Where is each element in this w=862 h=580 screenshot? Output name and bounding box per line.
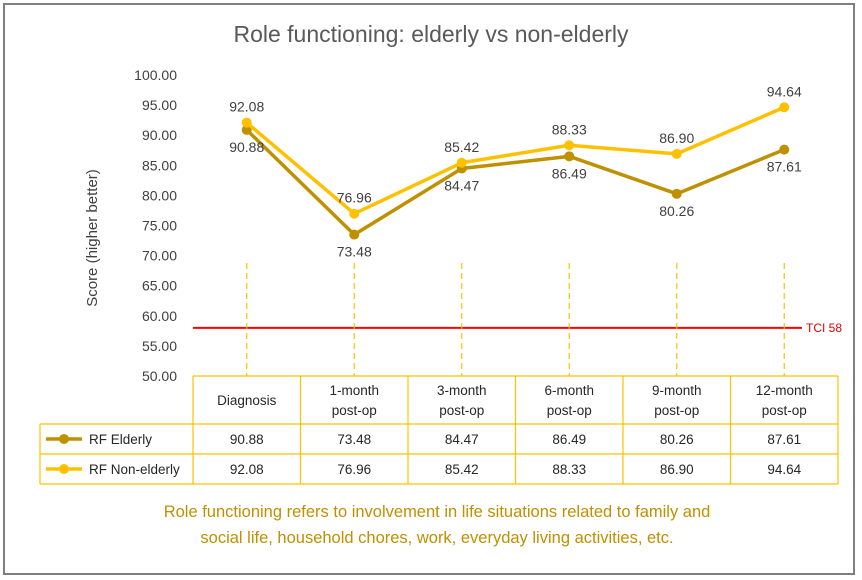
data-point xyxy=(564,140,575,151)
y-tick-label: 60.00 xyxy=(142,308,177,324)
y-tick-label: 85.00 xyxy=(142,157,177,173)
y-tick-label: 70.00 xyxy=(142,248,177,264)
category-label: 3-month xyxy=(437,383,487,398)
legend-label: RF Elderly xyxy=(89,432,152,447)
caption-line-2: social life, household chores, work, eve… xyxy=(200,529,673,547)
table-cell: 84.47 xyxy=(445,432,479,447)
data-labels: 90.88 73.48 84.47 86.49 80.26 87.61 92.08 76.96… xyxy=(229,83,802,259)
table-cell: 86.90 xyxy=(660,462,694,477)
data-point xyxy=(456,157,467,168)
series-line xyxy=(245,105,785,216)
data-point xyxy=(349,208,360,219)
data-label: 88.33 xyxy=(552,121,587,137)
data-label: 86.90 xyxy=(659,130,694,146)
data-label: 87.61 xyxy=(767,159,802,175)
y-tick-label: 55.00 xyxy=(142,338,177,354)
table-cell: 80.26 xyxy=(660,432,694,447)
data-point xyxy=(779,144,790,155)
reference-line-label: TCI 58 xyxy=(806,321,842,335)
y-tick-label: 65.00 xyxy=(142,278,177,294)
category-label: post-op xyxy=(547,403,592,418)
data-label: 94.64 xyxy=(767,83,802,99)
data-point xyxy=(241,124,252,135)
category-label: 6-month xyxy=(544,383,594,398)
category-label: 9-month xyxy=(652,383,702,398)
category-label: post-op xyxy=(762,403,807,418)
y-tick-label: 75.00 xyxy=(142,218,177,234)
table-cell: 88.33 xyxy=(552,462,586,477)
category-guides xyxy=(246,263,785,376)
legend-key-marker xyxy=(59,464,69,474)
data-label: 84.47 xyxy=(444,177,479,193)
y-tick-label: 100.00 xyxy=(134,67,177,83)
data-point xyxy=(779,102,790,113)
series-line xyxy=(245,128,785,237)
data-label: 73.48 xyxy=(337,244,372,260)
y-tick-label: 80.00 xyxy=(142,187,177,203)
caption-line-1: Role functioning refers to involvement i… xyxy=(164,503,711,521)
chart-frame: Role functioning: elderly vs non-elderly… xyxy=(3,3,855,575)
y-tick-label: 90.00 xyxy=(142,127,177,143)
category-label: 1-month xyxy=(329,383,379,398)
category-label: post-op xyxy=(332,403,377,418)
y-tick-label: 50.00 xyxy=(142,368,177,384)
y-axis-ticks: 50.00 55.00 60.00 65.00 70.00 75.00 80.00 85.00… xyxy=(134,67,177,384)
category-label: post-op xyxy=(654,403,699,418)
data-point xyxy=(564,151,575,162)
reference-line-group: TCI 58 xyxy=(193,321,842,335)
y-axis-label: Score (higher better) xyxy=(84,169,101,307)
table-cell: 87.61 xyxy=(767,432,801,447)
table-cell: 90.88 xyxy=(230,432,264,447)
table-cell: 76.96 xyxy=(337,462,371,477)
legend-label: RF Non-elderly xyxy=(89,462,180,477)
chart-title: Role functioning: elderly vs non-elderly xyxy=(233,21,629,47)
category-label: post-op xyxy=(439,403,484,418)
table-cell: 92.08 xyxy=(230,462,264,477)
data-label: 85.42 xyxy=(444,139,479,155)
data-label: 92.08 xyxy=(229,99,264,115)
data-point xyxy=(671,148,682,159)
category-label: 12-month xyxy=(756,383,813,398)
y-tick-label: 95.00 xyxy=(142,97,177,113)
data-point xyxy=(671,188,682,199)
data-point xyxy=(349,229,360,240)
line-chart: Role functioning: elderly vs non-elderly… xyxy=(39,21,842,547)
table-cell: 85.42 xyxy=(445,462,479,477)
data-label: 90.88 xyxy=(229,139,264,155)
category-label: Diagnosis xyxy=(217,393,277,408)
data-label: 86.49 xyxy=(552,165,587,181)
data-label: 76.96 xyxy=(337,190,372,206)
table-cell: 86.49 xyxy=(552,432,586,447)
legend-key-marker xyxy=(59,434,69,444)
table-cell: 73.48 xyxy=(337,432,371,447)
table-cell: 94.64 xyxy=(767,462,801,477)
data-label: 80.26 xyxy=(659,203,694,219)
data-table: Diagnosis 1-month post-op 3-month post-op 6-m… xyxy=(39,375,839,485)
data-point xyxy=(241,117,252,128)
series-lines xyxy=(241,102,790,240)
